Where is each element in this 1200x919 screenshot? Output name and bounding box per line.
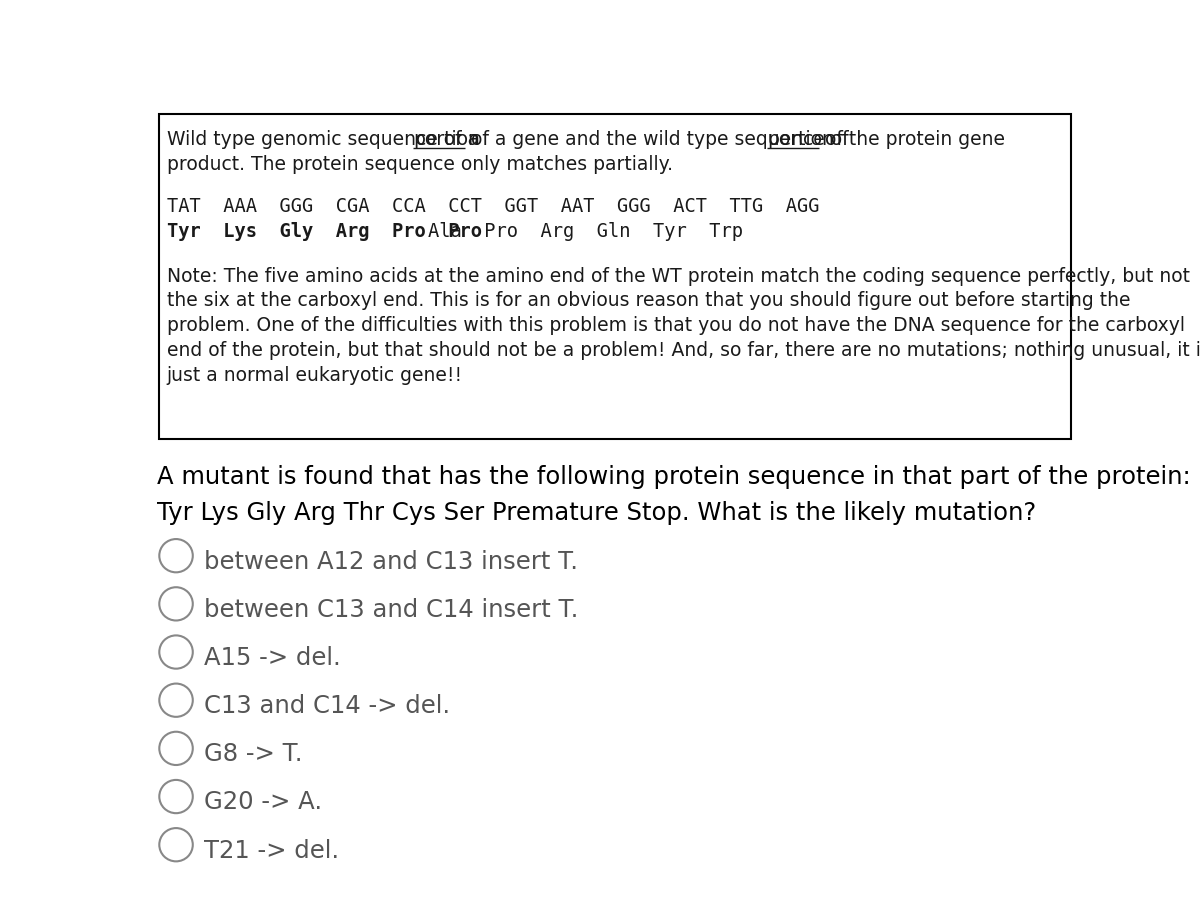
Text: T21 -> del.: T21 -> del. xyxy=(204,838,340,862)
Text: G20 -> A.: G20 -> A. xyxy=(204,789,322,813)
Bar xyxy=(160,115,1070,439)
Text: A mutant is found that has the following protein sequence in that part of the pr: A mutant is found that has the following… xyxy=(157,464,1192,488)
Text: of the protein gene: of the protein gene xyxy=(818,130,1004,149)
Text: of a gene and the wild type sequence of: of a gene and the wild type sequence of xyxy=(466,130,854,149)
Text: C13 and C14 -> del.: C13 and C14 -> del. xyxy=(204,693,450,718)
Text: Ala  Pro  Arg  Gln  Tyr  Trp: Ala Pro Arg Gln Tyr Trp xyxy=(428,221,743,241)
Text: Tyr Lys Gly Arg Thr Cys Ser Premature Stop. What is the likely mutation?: Tyr Lys Gly Arg Thr Cys Ser Premature St… xyxy=(157,501,1037,525)
Text: portion: portion xyxy=(767,130,834,149)
Text: just a normal eukaryotic gene!!: just a normal eukaryotic gene!! xyxy=(167,366,463,384)
Text: between C13 and C14 insert T.: between C13 and C14 insert T. xyxy=(204,597,578,621)
Text: A15 -> del.: A15 -> del. xyxy=(204,645,341,669)
Text: problem. One of the difficulties with this problem is that you do not have the D: problem. One of the difficulties with th… xyxy=(167,316,1184,335)
Ellipse shape xyxy=(160,684,193,717)
Ellipse shape xyxy=(160,828,193,861)
Ellipse shape xyxy=(160,587,193,621)
Ellipse shape xyxy=(160,732,193,766)
Text: Note: The five amino acids at the amino end of the WT protein match the coding s: Note: The five amino acids at the amino … xyxy=(167,267,1189,285)
Ellipse shape xyxy=(160,780,193,813)
Ellipse shape xyxy=(160,539,193,573)
Text: product. The protein sequence only matches partially.: product. The protein sequence only match… xyxy=(167,155,673,174)
Text: the six at the carboxyl end. This is for an obvious reason that you should figur: the six at the carboxyl end. This is for… xyxy=(167,291,1130,310)
Text: G8 -> T.: G8 -> T. xyxy=(204,742,302,766)
Text: Tyr  Lys  Gly  Arg  Pro  Pro: Tyr Lys Gly Arg Pro Pro xyxy=(167,221,504,241)
Text: Wild type genomic sequence of a: Wild type genomic sequence of a xyxy=(167,130,485,149)
Text: TAT  AAA  GGG  CGA  CCA  CCT  GGT  AAT  GGG  ACT  TTG  AGG: TAT AAA GGG CGA CCA CCT GGT AAT GGG ACT … xyxy=(167,197,820,216)
Text: between A12 and C13 insert T.: between A12 and C13 insert T. xyxy=(204,549,578,573)
Text: end of the protein, but that should not be a problem! And, so far, there are no : end of the protein, but that should not … xyxy=(167,341,1200,359)
Ellipse shape xyxy=(160,636,193,669)
Text: portion: portion xyxy=(413,130,480,149)
